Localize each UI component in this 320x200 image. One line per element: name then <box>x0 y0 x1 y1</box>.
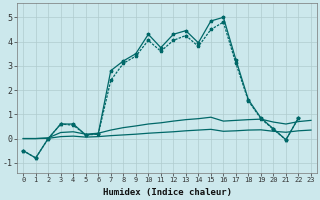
X-axis label: Humidex (Indice chaleur): Humidex (Indice chaleur) <box>103 188 232 197</box>
